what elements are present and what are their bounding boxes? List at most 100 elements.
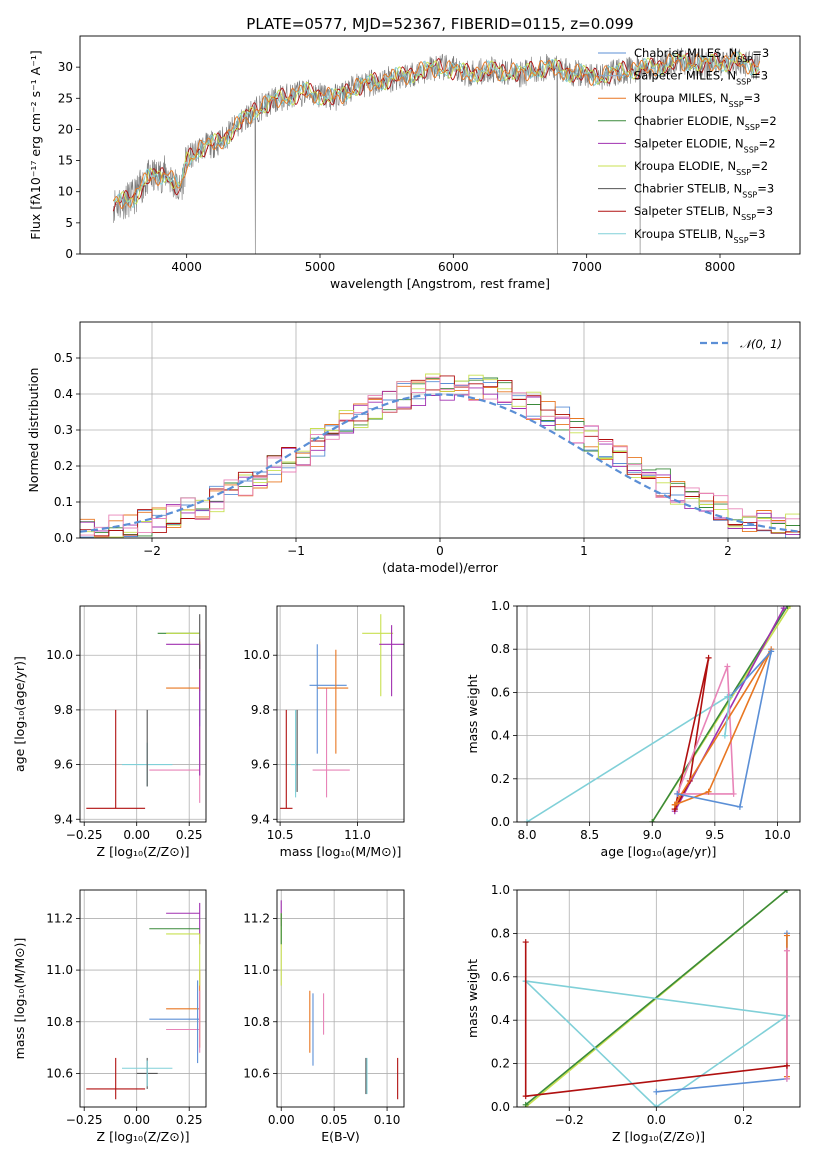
series-marker bbox=[724, 663, 731, 670]
y-tick-label: 20 bbox=[58, 122, 73, 136]
legend-subscript: SSP bbox=[741, 213, 756, 222]
legend-entry: Chabrier STELIB, NSSP=3 bbox=[634, 182, 774, 200]
x-tick-label: 0.00 bbox=[123, 828, 150, 842]
panel-age-vs-mass: 10.5 11.0 9.4 9.6 9.8 10.0 mass [log₁₀(M/M⊙)] bbox=[243, 605, 405, 859]
y-tick-label: 0.4 bbox=[491, 1013, 510, 1027]
legend-entry: Kroupa MILES, NSSP=3 bbox=[634, 91, 760, 109]
legend-entry: 𝒩(0, 1) bbox=[740, 337, 782, 351]
axes-frame bbox=[79, 605, 207, 823]
legend-subscript: SSP bbox=[742, 190, 757, 199]
y-tick-label: 15 bbox=[58, 154, 73, 168]
x-tick-label: 2 bbox=[724, 544, 732, 558]
plot-area bbox=[86, 614, 201, 809]
legend-subscript: SSP bbox=[744, 145, 759, 154]
panel-spectrum: Chabrier MILES, NSSP=3 Salpeter MILES, NS… bbox=[28, 35, 801, 291]
figure-title: PLATE=0577, MJD=52367, FIBERID=0115, z=0… bbox=[246, 15, 633, 33]
model-spectrum-kroupa_miles bbox=[112, 51, 761, 210]
legend-subscript: SSP bbox=[736, 77, 751, 86]
x-tick-label: 0.25 bbox=[176, 1113, 203, 1127]
histogram-salpeter_stelib bbox=[80, 375, 800, 537]
y-tick-label: 30 bbox=[58, 60, 73, 74]
x-tick-label: 8.0 bbox=[517, 828, 536, 842]
series-marker bbox=[730, 790, 737, 797]
series-marker bbox=[783, 890, 790, 893]
y-tick-label: 11.0 bbox=[46, 963, 73, 977]
axes-frame bbox=[79, 35, 801, 255]
x-tick-label: −2 bbox=[143, 544, 161, 558]
y-axis-label: Flux [fλ10⁻¹⁷ erg cm⁻² s⁻¹ A⁻¹] bbox=[28, 50, 43, 239]
panel-massweight-vs-Z: −0.2 0.0 0.2 0.0 0.2 0.4 0.6 0.8 1.0 Z [log₁₀(Z/Z… bbox=[465, 883, 801, 1144]
series-line bbox=[674, 648, 772, 806]
plot-area bbox=[280, 900, 399, 1100]
legend-subscript: SSP bbox=[734, 235, 749, 244]
y-tick-label: 11.2 bbox=[46, 911, 73, 925]
x-tick-label: 0.10 bbox=[374, 1113, 401, 1127]
y-tick-label: 9.8 bbox=[54, 703, 73, 717]
x-tick-label: 0.2 bbox=[734, 1113, 753, 1127]
legend-entry: Salpeter MILES, NSSP=3 bbox=[634, 69, 768, 87]
series-marker bbox=[768, 648, 775, 655]
y-tick-label: 10.6 bbox=[46, 1066, 73, 1080]
series-marker bbox=[783, 1062, 790, 1069]
y-tick-label: 0.0 bbox=[491, 1100, 510, 1114]
axes-frame bbox=[516, 605, 801, 823]
legend-entry: Kroupa STELIB, NSSP=3 bbox=[634, 227, 765, 245]
series-line bbox=[677, 648, 773, 808]
y-tick-label: 0.0 bbox=[54, 531, 73, 545]
x-tick-label: 11.0 bbox=[344, 828, 371, 842]
x-tick-label: 1 bbox=[580, 544, 588, 558]
x-axis-label: age [log₁₀(age/yr)] bbox=[601, 844, 717, 859]
plot-area bbox=[524, 606, 793, 822]
y-tick-label: 9.4 bbox=[54, 812, 73, 826]
y-axis-label: age [log₁₀(age/yr)] bbox=[12, 656, 27, 772]
y-tick-label: 25 bbox=[58, 91, 73, 105]
x-tick-label: 9.5 bbox=[705, 828, 724, 842]
y-tick-label: 0.3 bbox=[54, 423, 73, 437]
series-line bbox=[526, 696, 728, 822]
series-line bbox=[676, 666, 735, 795]
y-tick-label: 10.8 bbox=[46, 1015, 73, 1029]
plot-area bbox=[280, 614, 404, 809]
x-tick-label: 5000 bbox=[305, 260, 336, 274]
y-tick-label: 0 bbox=[65, 247, 73, 261]
legend-subscript: SSP bbox=[745, 122, 760, 131]
legend-entry: Kroupa ELODIE, NSSP=2 bbox=[634, 159, 768, 177]
y-axis-label: mass [log₁₀(M/M⊙)] bbox=[12, 938, 27, 1060]
panel-residuals: 𝒩(0, 1) −2 −1 0 1 2 0.0 0.1 0.2 0.3 0.4 0.5 (data-mo… bbox=[26, 321, 801, 575]
series-marker bbox=[721, 732, 728, 739]
y-axis-label: mass weight bbox=[465, 674, 480, 753]
y-tick-label: 0.8 bbox=[491, 642, 510, 656]
y-tick-label: 9.4 bbox=[251, 812, 270, 826]
legend-subscript: SSP bbox=[729, 100, 744, 109]
plot-area bbox=[86, 902, 201, 1100]
legend-subscript: SSP bbox=[736, 168, 751, 177]
series-marker bbox=[784, 606, 791, 609]
plot-area bbox=[80, 373, 800, 538]
x-tick-label: 0.00 bbox=[268, 1113, 295, 1127]
y-tick-label: 1.0 bbox=[491, 599, 510, 613]
x-tick-label: −1 bbox=[287, 544, 305, 558]
plot-area bbox=[112, 47, 761, 254]
x-axis-label: E(B-V) bbox=[321, 1129, 360, 1144]
series-line bbox=[525, 890, 788, 1106]
y-tick-label: 10.6 bbox=[243, 1066, 270, 1080]
axes-frame bbox=[516, 889, 801, 1108]
panel-age-vs-Z: −0.25 0.00 0.25 9.4 9.6 9.8 10.0 Z [log₁₀(Z/Z⊙)… bbox=[12, 605, 207, 859]
model-spectrum-kroupa_stelib bbox=[112, 51, 760, 208]
legend-entry: Salpeter ELODIE, NSSP=2 bbox=[634, 136, 776, 154]
y-axis-label: mass weight bbox=[465, 959, 480, 1038]
panel-mass-vs-EBV: 0.00 0.05 0.10 10.6 10.8 11.0 11.2 E(B-V) bbox=[243, 889, 405, 1144]
panel-massweight-vs-age: 8.0 8.5 9.0 9.5 10.0 0.0 0.2 0.4 0.6 0.8 1.0 age [l… bbox=[465, 599, 801, 859]
y-tick-label: 0.1 bbox=[54, 495, 73, 509]
series-marker bbox=[653, 1104, 660, 1107]
y-tick-label: 11.2 bbox=[243, 911, 270, 925]
legend-subscript: SSP bbox=[737, 55, 752, 64]
x-tick-label: 8.5 bbox=[580, 828, 599, 842]
x-axis-label: Z [log₁₀(Z/Z⊙)] bbox=[97, 1129, 190, 1144]
x-axis-label: Z [log₁₀(Z/Z⊙)] bbox=[612, 1129, 705, 1144]
y-tick-label: 0.0 bbox=[491, 815, 510, 829]
y-tick-label: 10.0 bbox=[46, 648, 73, 662]
x-tick-label: 9.0 bbox=[643, 828, 662, 842]
series-marker bbox=[671, 801, 678, 808]
